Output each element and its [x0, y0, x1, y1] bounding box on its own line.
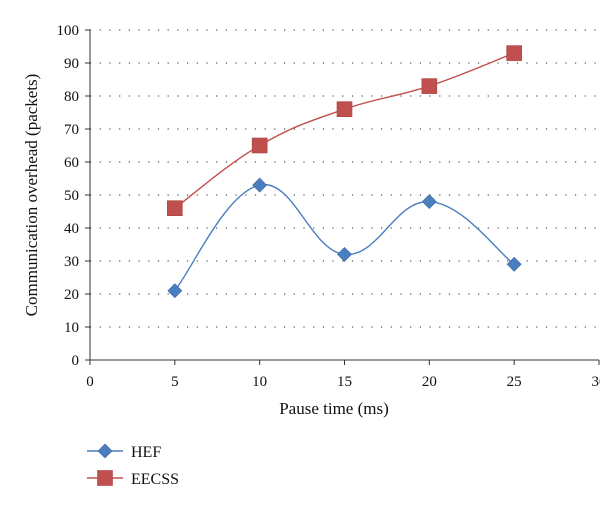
y-tick-label: 90	[64, 56, 79, 72]
legend-marker-hef	[97, 443, 113, 459]
y-tick-label: 80	[64, 89, 79, 105]
y-tick-label: 50	[64, 188, 79, 204]
data-point-eecss	[421, 78, 438, 94]
y-tick-labels: 0 10 20 30 40 50 60 70 80 90 100	[57, 23, 90, 369]
y-tick-label: 70	[64, 122, 79, 138]
series-line-eecss	[174, 52, 515, 209]
x-tick-label: 30	[592, 374, 600, 390]
y-tick-label: 30	[64, 254, 79, 270]
axes	[89, 30, 599, 361]
series-eecss	[167, 45, 522, 216]
series-hef	[167, 177, 522, 299]
data-point-hef	[421, 194, 437, 210]
data-series	[167, 45, 522, 299]
data-point-eecss	[336, 101, 353, 117]
x-tick-label: 25	[507, 374, 522, 390]
legend-item-hef: HEF	[87, 443, 161, 461]
data-point-hef	[252, 177, 268, 193]
y-tick-label: 10	[64, 320, 79, 336]
data-point-eecss	[251, 137, 268, 154]
data-point-eecss	[506, 45, 522, 61]
legend-label: EECSS	[131, 471, 179, 488]
series-line-hef	[174, 184, 515, 292]
y-tick-label: 60	[64, 155, 79, 171]
x-axis-title: Pause time (ms)	[279, 399, 389, 418]
legend-marker-eecss	[97, 470, 113, 486]
x-tick-labels: 0 5 10 15 20 25 30	[86, 360, 600, 390]
x-tick-label: 10	[252, 374, 267, 390]
y-tick-label: 40	[64, 221, 79, 237]
data-point-hef	[337, 246, 352, 262]
legend-item-eecss: EECSS	[87, 470, 179, 488]
x-tick-label: 15	[337, 374, 352, 390]
y-tick-label: 100	[57, 23, 80, 39]
data-point-eecss	[167, 200, 183, 216]
gridlines	[90, 29, 599, 328]
data-point-hef	[506, 256, 522, 272]
y-axis-title: Communication overhead (packets)	[22, 74, 41, 317]
x-tick-label: 20	[422, 374, 437, 390]
data-point-hef	[167, 283, 183, 299]
y-tick-label: 0	[72, 353, 80, 369]
x-tick-label: 5	[171, 374, 179, 390]
y-tick-label: 20	[64, 287, 79, 303]
legend-label: HEF	[131, 444, 161, 461]
legend: HEF EECSS	[87, 443, 179, 488]
x-tick-label: 0	[86, 374, 94, 390]
